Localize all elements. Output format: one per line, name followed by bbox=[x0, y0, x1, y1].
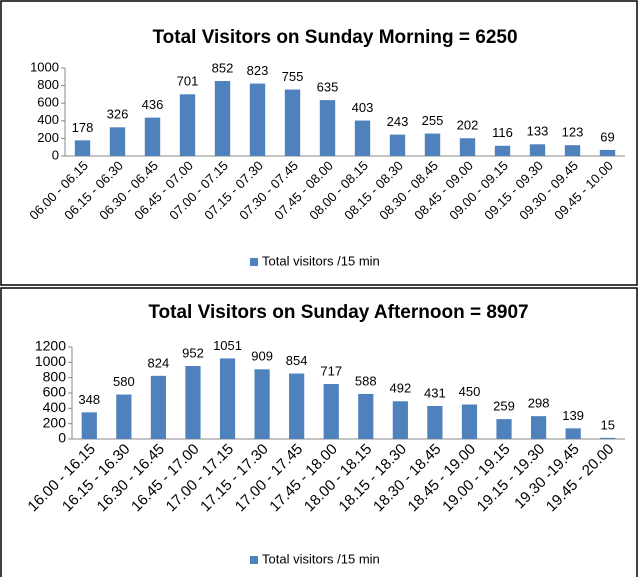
bar bbox=[284, 89, 301, 156]
chart-panel: Total Visitors on Sunday Morning = 6250 0… bbox=[0, 0, 638, 286]
data-label: 178 bbox=[72, 120, 94, 135]
data-label: 259 bbox=[493, 399, 515, 414]
data-label: 15 bbox=[600, 417, 614, 432]
data-label: 1051 bbox=[213, 338, 242, 353]
bar bbox=[494, 145, 511, 156]
data-label: 133 bbox=[527, 124, 549, 139]
data-label: 116 bbox=[492, 125, 513, 140]
y-tick-label: 800 bbox=[37, 77, 59, 92]
bar bbox=[289, 373, 305, 439]
bar bbox=[319, 100, 336, 156]
data-label: 854 bbox=[286, 353, 308, 368]
bar bbox=[185, 366, 201, 439]
bar bbox=[599, 149, 616, 156]
data-label: 123 bbox=[562, 125, 584, 140]
panel-border bbox=[0, 287, 638, 577]
bar bbox=[144, 117, 161, 156]
chart-panel: Total Visitors on Sunday Afternoon = 890… bbox=[0, 287, 638, 577]
bar bbox=[150, 375, 167, 439]
bar bbox=[109, 127, 126, 156]
bar bbox=[179, 94, 196, 156]
data-label: 348 bbox=[78, 392, 100, 407]
data-label: 823 bbox=[247, 63, 269, 78]
data-label: 580 bbox=[113, 374, 135, 389]
bar bbox=[74, 140, 91, 156]
bar bbox=[389, 134, 406, 156]
chart-title: Total Visitors on Sunday Afternoon = 890… bbox=[148, 302, 528, 323]
data-label: 326 bbox=[107, 107, 129, 122]
y-tick-label: 0 bbox=[52, 147, 59, 162]
bar bbox=[529, 144, 546, 156]
data-label: 701 bbox=[177, 74, 199, 89]
data-label: 69 bbox=[600, 129, 614, 144]
data-label: 909 bbox=[251, 349, 273, 364]
bar bbox=[81, 412, 97, 439]
bar bbox=[461, 404, 478, 439]
bar bbox=[219, 358, 236, 439]
y-tick-label: 0 bbox=[58, 430, 66, 446]
legend-swatch bbox=[250, 556, 258, 564]
bar bbox=[600, 437, 616, 439]
data-label: 588 bbox=[355, 373, 377, 388]
y-tick-label: 1000 bbox=[30, 59, 59, 74]
data-label: 492 bbox=[389, 381, 411, 396]
bar bbox=[354, 120, 371, 156]
y-tick-label: 1000 bbox=[35, 353, 66, 369]
data-label: 717 bbox=[320, 363, 342, 378]
bar bbox=[496, 419, 512, 439]
data-label: 243 bbox=[387, 114, 409, 129]
bar bbox=[564, 145, 581, 156]
y-tick-label: 200 bbox=[43, 414, 67, 430]
y-tick-label: 200 bbox=[37, 130, 59, 145]
bar bbox=[214, 81, 231, 156]
chart-title: Total Visitors on Sunday Morning = 6250 bbox=[152, 27, 517, 48]
bar bbox=[358, 393, 374, 439]
panel-border bbox=[0, 0, 638, 286]
y-tick-label: 800 bbox=[43, 368, 67, 384]
bar bbox=[392, 401, 408, 439]
data-label: 824 bbox=[148, 355, 170, 370]
data-label: 952 bbox=[182, 345, 204, 360]
bar bbox=[565, 428, 581, 439]
y-tick-label: 600 bbox=[43, 384, 67, 400]
data-label: 755 bbox=[282, 69, 304, 84]
data-label: 852 bbox=[212, 60, 234, 75]
bar bbox=[530, 416, 547, 439]
y-tick-label: 600 bbox=[37, 95, 59, 110]
data-label: 403 bbox=[352, 100, 374, 115]
bar bbox=[254, 369, 270, 439]
bar bbox=[116, 394, 132, 439]
y-tick-label: 400 bbox=[43, 399, 67, 415]
bar bbox=[323, 384, 339, 439]
legend-label: Total visitors /15 min bbox=[262, 551, 380, 566]
data-label: 202 bbox=[457, 118, 479, 133]
data-label: 298 bbox=[528, 396, 550, 411]
data-label: 450 bbox=[459, 384, 481, 399]
data-label: 255 bbox=[422, 113, 444, 128]
legend-label: Total visitors /15 min bbox=[262, 253, 380, 268]
bar bbox=[249, 83, 266, 156]
bar bbox=[424, 133, 441, 156]
y-tick-label: 400 bbox=[37, 112, 59, 127]
data-label: 139 bbox=[562, 408, 584, 423]
data-label: 635 bbox=[317, 80, 339, 95]
y-tick-label: 1200 bbox=[35, 338, 66, 354]
data-label: 436 bbox=[142, 97, 164, 112]
bar bbox=[459, 138, 476, 156]
bar bbox=[427, 405, 443, 439]
data-label: 431 bbox=[424, 385, 446, 400]
legend-swatch bbox=[250, 258, 258, 266]
